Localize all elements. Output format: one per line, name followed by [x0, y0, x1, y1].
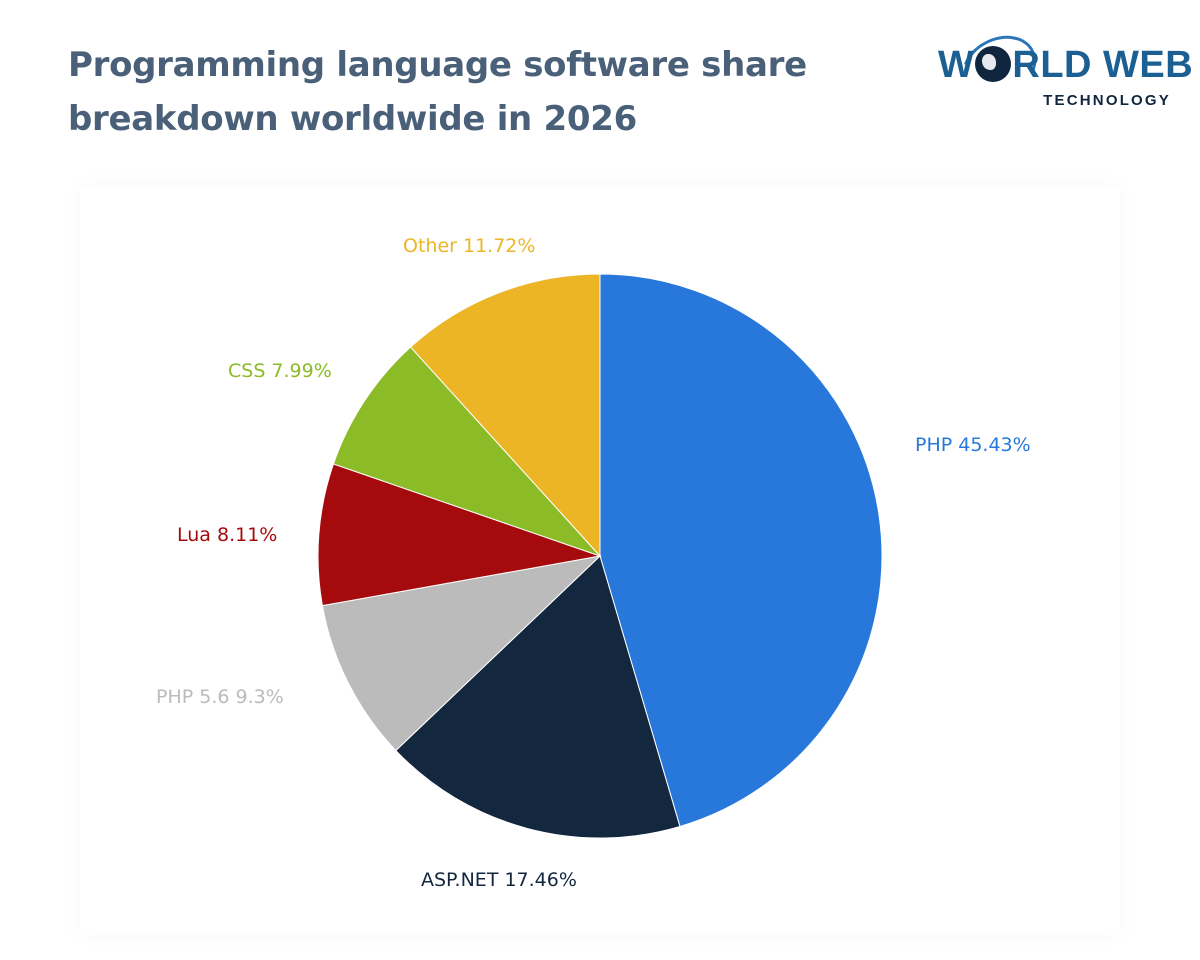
slice-label-aspnet: ASP.NET 17.46%: [421, 869, 577, 891]
company-logo: W RLD WEB TECHNOLOGY: [938, 23, 1193, 113]
pie-slice-css: [332, 346, 601, 557]
slice-label-css: CSS 7.99%: [228, 360, 332, 382]
logo-text-rest: RLD WEB: [1012, 44, 1194, 86]
pie-slice-lua: [317, 463, 602, 607]
pie-slice-php: [599, 273, 883, 828]
logo-text-w: W: [938, 44, 975, 86]
slice-label-php56: PHP 5.6 9.3%: [156, 686, 284, 708]
globe-icon: [975, 46, 1012, 82]
pie-slice-php-5-6: [321, 555, 602, 752]
pie-slice-other: [409, 273, 601, 558]
logo-subtitle: TECHNOLOGY: [1043, 92, 1171, 109]
slice-label-lua: Lua 8.11%: [177, 524, 278, 546]
pie-slice-asp-net: [395, 555, 681, 839]
slice-label-other: Other 11.72%: [403, 235, 536, 257]
chart-title: Programming language software share brea…: [68, 45, 807, 139]
slice-label-php: PHP 45.43%: [915, 434, 1031, 456]
